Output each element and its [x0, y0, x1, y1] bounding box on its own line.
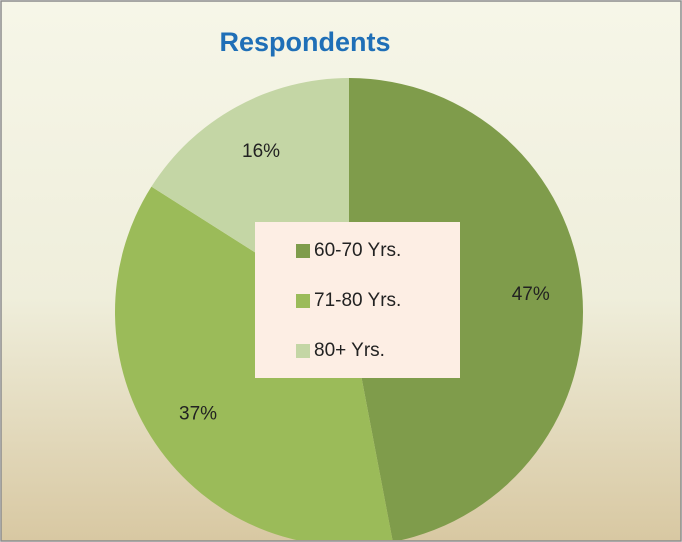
data-label: 37% — [179, 404, 217, 425]
legend-swatch — [296, 344, 310, 358]
legend-label: 71-80 Yrs. — [314, 290, 401, 311]
pie-slice — [115, 186, 393, 540]
data-label: 16% — [242, 141, 280, 162]
legend-swatch — [296, 294, 310, 308]
pie: 47% 37% 16% — [115, 78, 583, 540]
pie-slice — [349, 78, 583, 540]
legend-label: 80+ Yrs. — [314, 340, 385, 361]
chart-title: Respondents — [219, 27, 390, 57]
legend-swatch — [296, 244, 310, 258]
legend-box — [255, 222, 460, 378]
legend: 60-70 Yrs. 71-80 Yrs. 80+ Yrs. — [255, 222, 460, 378]
data-label: 47% — [512, 284, 550, 305]
legend-label: 60-70 Yrs. — [314, 240, 401, 261]
